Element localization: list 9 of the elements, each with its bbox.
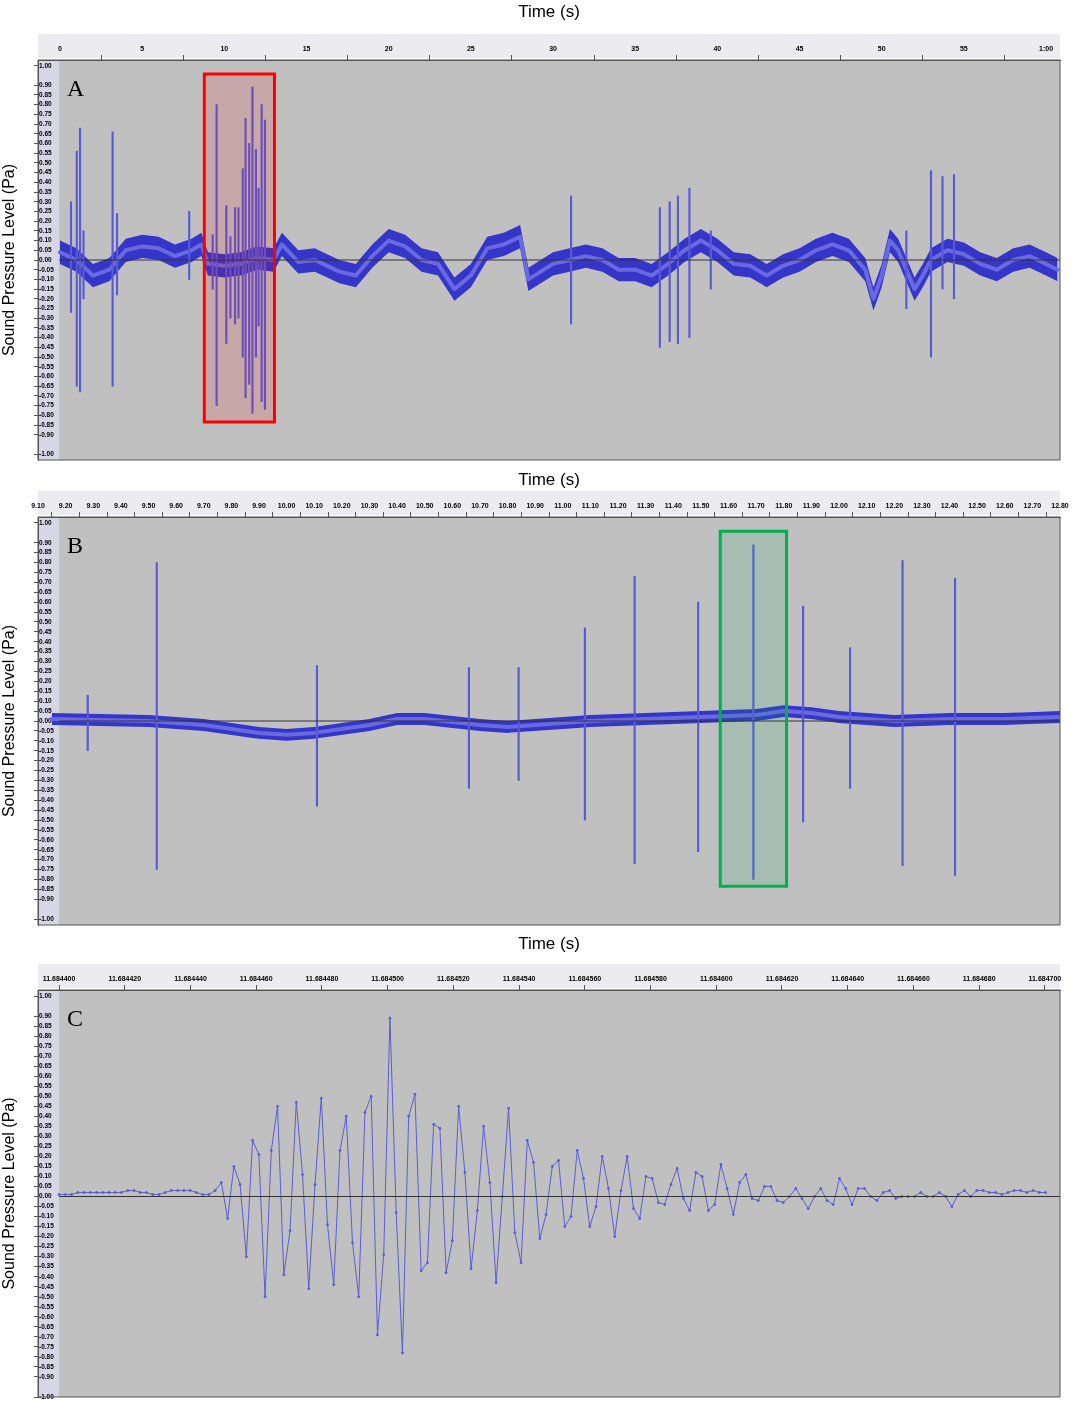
annotation: B (67, 532, 84, 559)
x-axis-title: Time (s) (518, 1, 580, 21)
x-axis-title: Time (s) (518, 469, 580, 489)
y-axis-title: Sound Pressure Level (Pa) (0, 163, 18, 357)
y-axis-title: Sound Pressure Level (Pa) (0, 624, 18, 818)
annotation: A (67, 75, 85, 102)
y-axis-title: Sound Pressure Level (Pa) (0, 1097, 18, 1290)
x-axis-title: Time (s) (518, 933, 580, 953)
annotation: C (67, 1005, 84, 1032)
